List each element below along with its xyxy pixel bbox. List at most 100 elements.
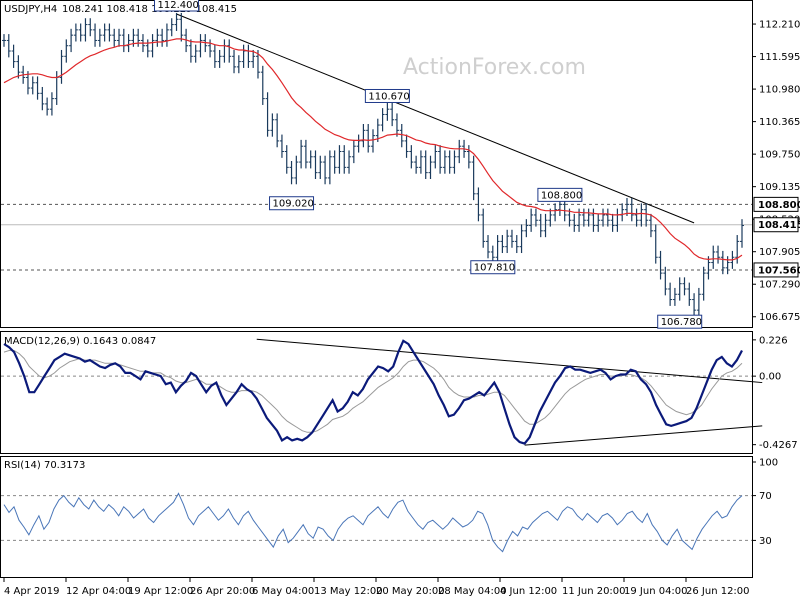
price-bar xyxy=(653,224,658,264)
price-bar xyxy=(457,139,462,164)
price-bar xyxy=(591,208,596,232)
price-bar xyxy=(150,34,155,58)
rsi-line xyxy=(3,492,743,553)
x-tick-label: 26 Jun 12:00 xyxy=(686,586,750,597)
price-panel-frame xyxy=(0,0,753,328)
price-bar xyxy=(303,139,308,169)
price-ytick-label: 110.365 xyxy=(759,117,800,128)
price-bar xyxy=(711,245,716,269)
price-bar xyxy=(442,150,447,174)
price-bar xyxy=(155,28,160,47)
swing-label: 108.800 xyxy=(541,190,582,201)
price-bar xyxy=(668,282,673,306)
price-bar xyxy=(83,18,88,42)
price-layer: 112.210 111.595 110.980 110.365 109.750 109.1… xyxy=(1,0,800,329)
price-bar xyxy=(294,155,299,185)
rsi-panel-frame xyxy=(0,456,753,578)
price-bar xyxy=(332,150,337,174)
price-bar xyxy=(251,49,256,68)
macd-layer: 0.226 0.00 -0.4267 xyxy=(1,335,798,451)
ohlc-readout: 108.241 108.418 108.229 108.415 xyxy=(62,4,237,15)
price-bar xyxy=(486,235,491,259)
price-bar xyxy=(45,97,50,116)
price-bar xyxy=(241,44,246,68)
level-tag xyxy=(753,196,799,212)
level-tag-label: 108.800 xyxy=(758,200,800,211)
price-bar xyxy=(433,145,438,169)
price-bar xyxy=(40,86,45,111)
swing-label-box xyxy=(537,187,583,202)
price-bar xyxy=(164,23,169,47)
price-bar xyxy=(696,287,701,317)
price-bar xyxy=(375,118,380,142)
swing-label: 110.670 xyxy=(368,91,409,102)
price-bar xyxy=(356,134,361,153)
price-bar xyxy=(394,113,399,137)
price-bar xyxy=(208,39,213,58)
macd-ytick-label: 0.00 xyxy=(759,372,781,383)
price-bar xyxy=(639,203,644,227)
price-bar xyxy=(682,277,687,296)
swing-label-box xyxy=(657,314,703,329)
price-bar xyxy=(562,198,567,222)
price-ytick-label: 112.210 xyxy=(759,20,800,31)
price-bar xyxy=(275,113,280,148)
price-bar xyxy=(145,39,150,58)
price-bar xyxy=(414,155,419,174)
price-bar xyxy=(342,145,347,174)
price-bar xyxy=(692,293,697,317)
price-bar xyxy=(227,39,232,63)
price-bar xyxy=(428,155,433,179)
price-bar xyxy=(64,39,69,63)
price-bar xyxy=(701,266,706,301)
price-bar xyxy=(380,108,385,132)
price-bar xyxy=(232,49,237,74)
swing-label: 106.780 xyxy=(661,317,702,328)
price-bar xyxy=(533,208,538,227)
price-bar xyxy=(548,208,553,227)
price-ytick-label: 109.135 xyxy=(759,182,800,193)
price-bar xyxy=(672,287,677,306)
price-bar xyxy=(30,76,35,95)
price-bar xyxy=(514,235,519,254)
price-trendline xyxy=(176,13,695,224)
price-bar xyxy=(720,250,725,275)
price-bar xyxy=(418,150,423,174)
x-tick-label: 12 Apr 04:00 xyxy=(66,586,131,597)
price-bar xyxy=(466,145,471,169)
price-bar xyxy=(212,44,217,68)
swing-label: 109.020 xyxy=(273,199,314,210)
x-tick-label: 19 Jun 04:00 xyxy=(624,586,688,597)
price-bar xyxy=(126,34,131,53)
price-bar xyxy=(452,150,457,174)
price-bar xyxy=(505,229,510,254)
x-tick-label: 28 May 04:00 xyxy=(438,586,507,597)
price-bar xyxy=(648,213,653,238)
price-bar xyxy=(255,49,260,79)
price-bar xyxy=(596,213,601,232)
price-bar xyxy=(246,44,251,68)
price-bar xyxy=(59,49,64,84)
price-bar xyxy=(169,18,174,37)
macd-ytick-label: -0.4267 xyxy=(759,440,798,451)
level-tag xyxy=(753,262,799,278)
price-ytick-label: 107.905 xyxy=(759,247,800,258)
level-tag-label: 108.415 xyxy=(758,220,800,231)
price-bar xyxy=(160,28,165,47)
price-bar xyxy=(586,208,591,227)
price-bar xyxy=(519,224,524,254)
price-bar xyxy=(716,245,721,264)
price-bar xyxy=(581,208,586,227)
symbol-label: USDJPY,H4 xyxy=(4,4,57,15)
x-tick-label: 4 Apr 2019 xyxy=(4,586,59,597)
price-bar xyxy=(481,208,486,248)
price-bar xyxy=(107,23,112,42)
macd-title: MACD(12,26,9) 0.1643 0.0847 xyxy=(4,336,156,347)
price-bar xyxy=(572,213,577,232)
swing-label-box xyxy=(364,88,410,103)
x-tick-label: 4 Jun 12:00 xyxy=(500,586,557,597)
price-bar xyxy=(366,123,371,153)
price-bar xyxy=(289,161,294,185)
